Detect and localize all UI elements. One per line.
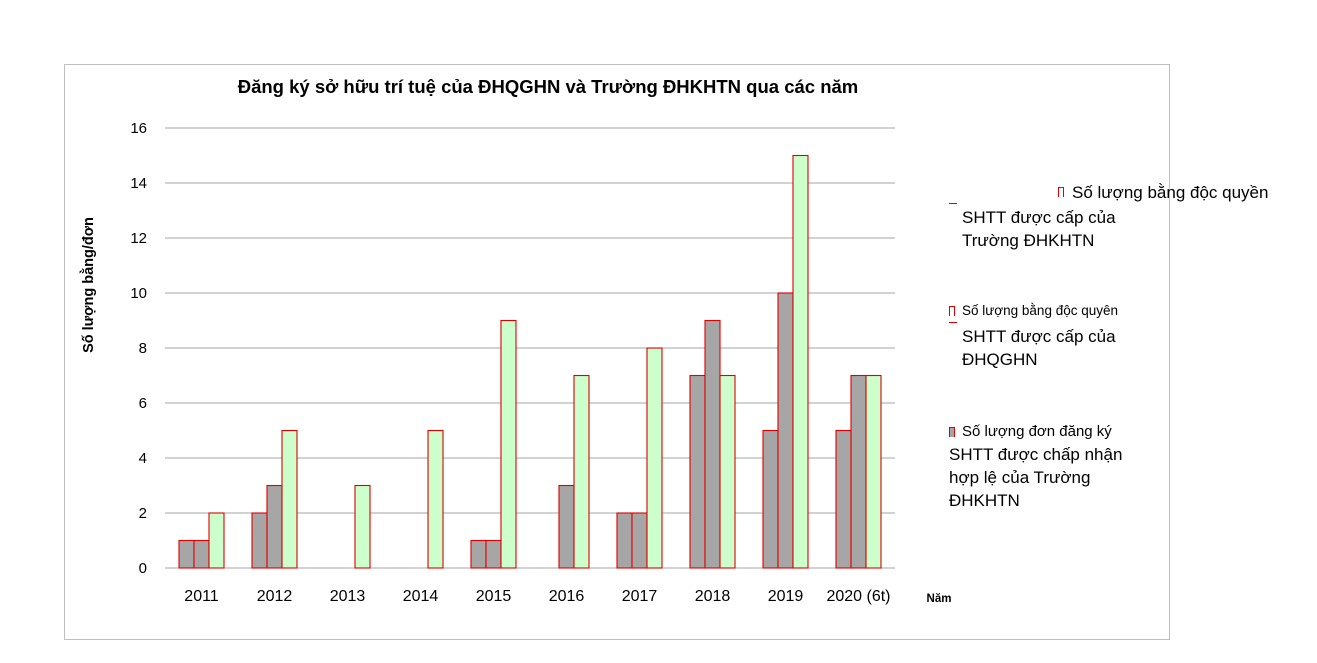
x-tick-label: 2017 [622,588,658,605]
bar-2011-series-2 [193,539,210,569]
chart-frame [64,64,1170,640]
y-tick-label: 0 [139,560,147,577]
x-tick-label: 2016 [549,588,585,605]
x-axis-ticks: 2011 2012 2013 2014 2015 2016 2017 2018 2019 2020… [184,588,890,605]
bar-2011-series-3 [208,512,225,569]
bar-2012-series-2 [266,484,283,569]
bar-2020-series-2 [850,374,867,569]
legend-label: SHTT được chấp nhận [949,445,1123,464]
x-tick-label: 2013 [330,588,366,605]
legend-label: SHTT được cấp của [962,327,1116,346]
bar-2017-series-1 [616,512,633,569]
x-tick-label: 2018 [695,588,731,605]
x-tick-label: 2020 (6t) [826,588,890,605]
legend-label: Trường ĐHKHTN [962,231,1095,250]
y-tick-label: 2 [139,505,147,522]
legend-label: SHTT được cấp của [962,208,1116,227]
bar-2018-series-1 [689,374,706,569]
y-tick-label: 8 [139,340,147,357]
bar-2019-series-3 [792,154,809,569]
y-tick-label: 12 [130,230,147,247]
bar-2018-series-2 [704,319,721,569]
bar-2015-series-1 [470,539,487,569]
legend-label: Số lượng đơn đăng ký [962,423,1112,440]
legend-marker-icon [949,427,955,437]
legend-marker-icon [949,306,955,316]
y-axis-label: Số lượng bằng/đơn [79,217,97,353]
bar-2015-series-2 [485,539,502,569]
bar-2017-series-2 [631,512,648,569]
bar-2012-series-1 [251,512,268,569]
bar-2016-series-2 [558,484,575,569]
bar-2020-series-1 [835,429,852,569]
legend-marker-icon [1058,187,1064,197]
legend-label: hợp lệ của Trường [949,468,1091,487]
y-tick-label: 6 [139,395,147,412]
legend-label: ĐHKHTN [949,491,1020,510]
legend-label: Số lượng bằng độc quyền [1072,183,1269,202]
bar-2012-series-3 [281,429,298,569]
bar-2011-series-1 [178,539,195,569]
bars [178,154,882,569]
bar-2013-series-3 [354,484,371,569]
y-tick-label: 16 [130,120,147,137]
x-tick-label: 2014 [403,588,439,605]
x-tick-label: 2011 [184,588,219,605]
bar-2014-series-3 [427,429,444,569]
legend-label: ĐHQGHN [962,350,1038,369]
x-tick-label: 2019 [768,588,804,605]
bar-2015-series-3 [500,319,517,569]
legend-dash-icon [949,322,957,324]
chart-title: Đăng ký sở hữu trí tuệ của ĐHQGHN và Trư… [238,76,859,97]
y-tick-label: 4 [139,450,147,467]
bar-2019-series-1 [762,429,779,569]
x-axis-label: Năm [927,593,952,605]
y-axis-ticks: 0 2 4 6 8 10 12 14 16 [130,120,147,577]
legend-dash-icon [949,203,957,205]
y-tick-label: 14 [130,175,147,192]
y-tick-label: 10 [130,285,147,302]
bar-2020-series-3 [865,374,882,569]
x-tick-label: 2015 [476,588,512,605]
bar-2019-series-2 [777,292,794,569]
bar-2017-series-3 [646,347,663,569]
legend-label: Số lượng bằng độc quyên [962,303,1119,318]
bar-2016-series-3 [573,374,590,569]
x-tick-label: 2012 [257,588,293,605]
bar-2018-series-3 [719,374,736,569]
